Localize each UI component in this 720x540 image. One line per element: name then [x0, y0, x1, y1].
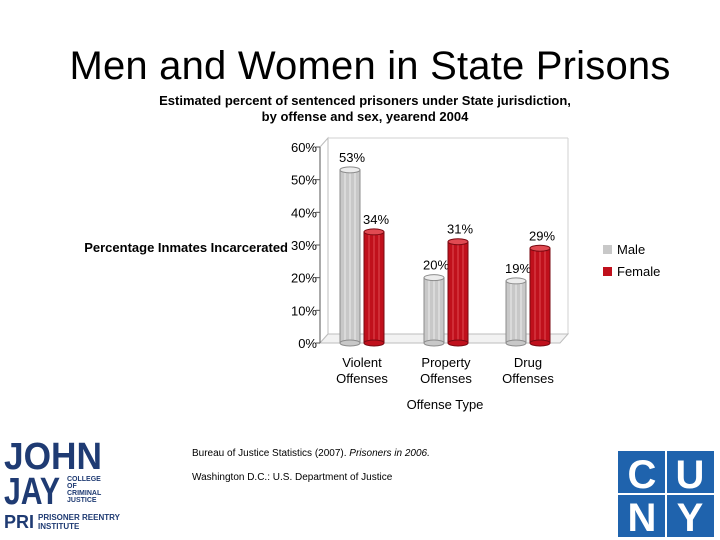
cuny-logo: C U N Y [618, 451, 714, 537]
y-tick-label: 30% [291, 238, 317, 253]
john-jay-college-4: JUSTICE [67, 497, 97, 504]
source-title: Prisoners in 2006. [349, 448, 430, 459]
subtitle-line-2: by offense and sex, yearend 2004 [261, 109, 469, 124]
pri-line-2: INSTITUTE [38, 522, 80, 531]
cuny-letter-y: Y [677, 496, 704, 537]
source-line-2: Washington D.C.: U.S. Department of Just… [192, 472, 393, 483]
x-axis-title: Offense Type [407, 397, 484, 412]
series-male-0-bar-base [339, 339, 361, 347]
y-tick-label: 0% [298, 336, 317, 351]
y-tick-label: 20% [291, 271, 317, 286]
series-female-0-data-label: 34% [363, 212, 389, 227]
x-tick-label: Drug [514, 355, 542, 370]
legend-item-female: Female [603, 260, 660, 282]
series-male-0-bar-top [339, 166, 361, 174]
bar-chart: 0% 10% 20% 30% 40% 50% 60% Percentage Inmates I… [84, 136, 570, 412]
series-male-1-data-label: 20% [423, 258, 449, 273]
y-tick-label: 60% [291, 140, 317, 155]
legend-swatch-female [603, 266, 612, 276]
cuny-letter-c: C [628, 453, 657, 497]
pri-line-1: PRISONER REENTRY [38, 513, 121, 522]
slide-title: Men and Women in State Prisons [69, 44, 671, 88]
series-male-2-bar-top [505, 277, 527, 285]
source-line-1: Bureau of Justice Statistics (2007). Pri… [192, 442, 430, 466]
legend-label-female: Female [617, 263, 661, 279]
series-female-1-bar-base [447, 339, 469, 347]
series-female-1-bar-top [447, 238, 469, 246]
x-tick-label: Offenses [420, 371, 472, 386]
series-male-1-bar-base [423, 339, 445, 347]
series-female-1-data-label: 31% [447, 222, 473, 237]
chart-subtitle: Estimated percent of sentenced prisoners… [100, 93, 630, 125]
chart-legend: Male Female [603, 238, 660, 282]
series-female-0-bar-top [363, 228, 385, 236]
john-jay-college-1: COLLEGE [67, 476, 101, 483]
series-female-0-bar-base [363, 339, 385, 347]
y-tick-label: 40% [291, 205, 317, 220]
x-tick-label: Offenses [502, 371, 554, 386]
x-tick-label: Property [421, 355, 471, 370]
x-tick-label: Offenses [336, 371, 388, 386]
john-jay-logo-line2: JAY [4, 471, 60, 513]
source-publisher: Bureau of Justice Statistics (2007). [192, 448, 350, 459]
y-tick-label: 50% [291, 173, 317, 188]
y-axis-title: Percentage Inmates Incarcerated [84, 240, 288, 255]
cuny-letter-n: N [628, 496, 657, 537]
series-male-0-data-label: 53% [339, 150, 365, 165]
john-jay-logo: JOHN JAY COLLEGE OF CRIMINAL JUSTICE PRI… [4, 436, 121, 532]
series-female-2-bar-top [529, 244, 551, 252]
legend-swatch-male [603, 244, 612, 254]
series-female-2-bar-base [529, 339, 551, 347]
subtitle-line-1: Estimated percent of sentenced prisoners… [159, 93, 571, 108]
series-male-2-data-label: 19% [505, 261, 531, 276]
x-tick-label: Violent [342, 355, 382, 370]
y-tick-label: 10% [291, 303, 317, 318]
john-jay-logo-line1: JOHN [4, 436, 102, 478]
john-jay-college-3: CRIMINAL [67, 490, 102, 497]
source-citation: Bureau of Justice Statistics (2007). Pri… [192, 442, 430, 490]
series-male-2-bar-base [505, 339, 527, 347]
john-jay-college-2: OF [67, 483, 77, 490]
series-female-2-data-label: 29% [529, 228, 555, 243]
series-male-1-bar-top [423, 274, 445, 282]
legend-label-male: Male [617, 241, 646, 257]
pri-logo-text: PRI [4, 512, 34, 532]
legend-item-male: Male [603, 238, 660, 260]
cuny-letter-u: U [676, 453, 705, 497]
chart-side-wall [319, 136, 329, 345]
